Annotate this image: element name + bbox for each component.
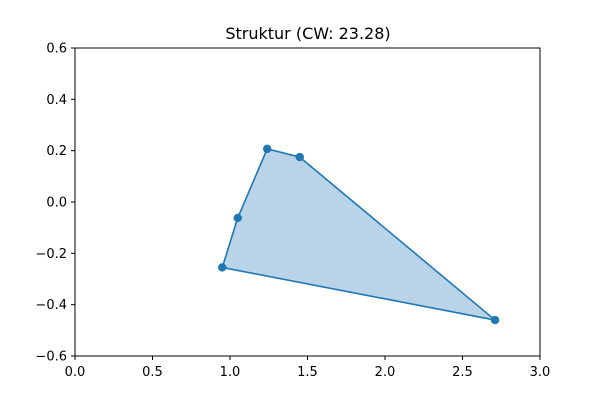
y-tick-label: −0.4 <box>35 298 67 313</box>
axes: 0.0 0.5 1.0 1.5 2.0 2.5 3.0 −0.6 −0.4 −0.2 0.0 0.2 0… <box>35 42 550 381</box>
y-tick-label: 0.6 <box>46 42 67 57</box>
data-point-3 <box>263 144 272 154</box>
y-tick-label: −0.6 <box>35 350 67 365</box>
x-tick-label: 1.5 <box>297 365 318 380</box>
y-tick-label: 0.4 <box>46 93 67 108</box>
x-tick-label: 0.0 <box>65 365 86 380</box>
data-point-5 <box>490 315 500 325</box>
data-point-2 <box>233 213 242 223</box>
x-tick-label: 3.0 <box>530 365 551 380</box>
x-tick-label: 2.0 <box>375 365 396 380</box>
data-point-1 <box>218 263 227 272</box>
plot-area <box>218 144 500 325</box>
x-tick-label: 2.5 <box>452 365 473 380</box>
y-tick-label: 0.2 <box>46 144 67 159</box>
y-tick-label: −0.2 <box>35 247 67 262</box>
x-tick-label: 0.5 <box>142 365 163 380</box>
chart-title: Struktur (CW: 23.28) <box>225 24 390 43</box>
series-line <box>221 148 496 321</box>
y-tick-label: 0.0 <box>46 196 67 211</box>
x-tick-label: 1.0 <box>220 365 241 380</box>
series-fill <box>222 148 496 321</box>
data-point-4 <box>295 152 304 162</box>
